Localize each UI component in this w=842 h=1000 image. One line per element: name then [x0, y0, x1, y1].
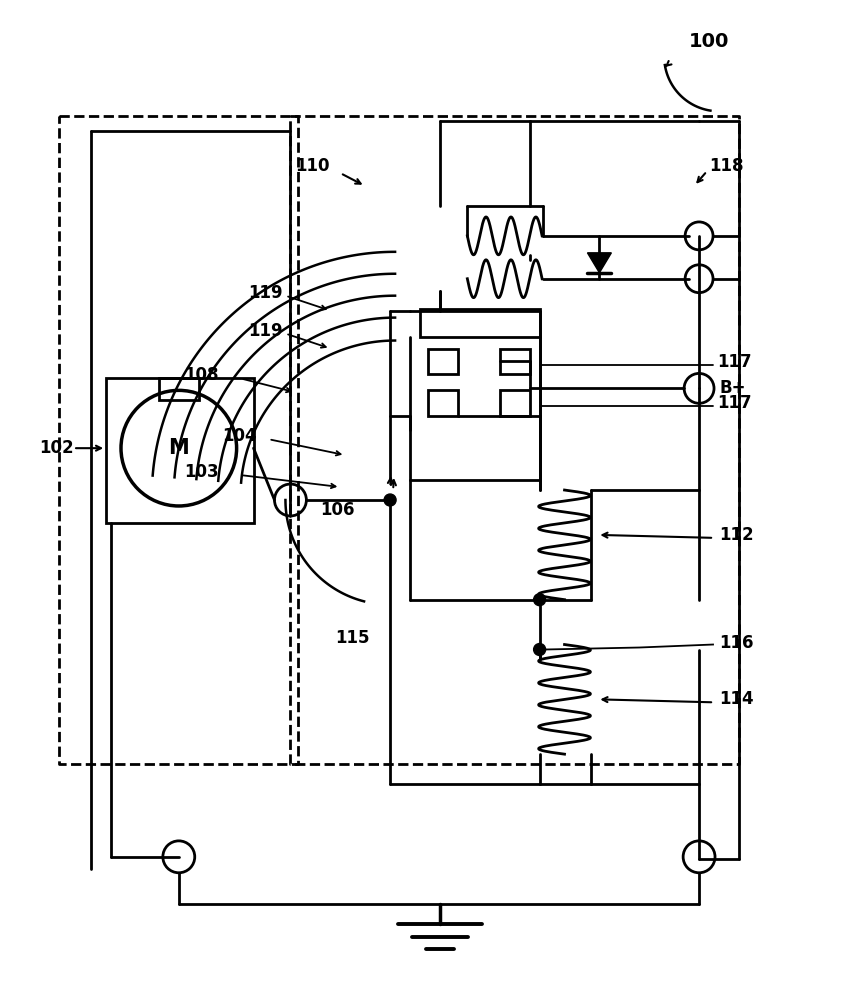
- Bar: [106, 378, 253, 523]
- Text: 106: 106: [320, 501, 354, 519]
- Text: 119: 119: [248, 322, 283, 340]
- Text: 116: 116: [719, 634, 754, 652]
- Polygon shape: [588, 253, 611, 273]
- Bar: [500, 390, 530, 416]
- Bar: [159, 378, 199, 400]
- Text: 110: 110: [296, 157, 330, 175]
- Text: 103: 103: [184, 463, 218, 481]
- Text: B+: B+: [719, 379, 745, 397]
- Circle shape: [534, 594, 546, 606]
- Circle shape: [384, 494, 396, 506]
- Text: 119: 119: [248, 284, 283, 302]
- Bar: [500, 349, 530, 374]
- Text: 112: 112: [719, 526, 754, 544]
- Bar: [428, 349, 458, 374]
- Circle shape: [534, 644, 546, 655]
- Text: 102: 102: [40, 439, 74, 457]
- Text: 114: 114: [719, 690, 754, 708]
- Text: 100: 100: [689, 32, 729, 51]
- Text: 117: 117: [717, 394, 752, 412]
- Text: M: M: [168, 438, 189, 458]
- Text: 115: 115: [335, 629, 370, 647]
- Text: 117: 117: [717, 353, 752, 371]
- Text: 118: 118: [709, 157, 743, 175]
- Bar: [428, 390, 458, 416]
- Text: 108: 108: [184, 366, 218, 384]
- Bar: [420, 309, 540, 337]
- Text: 104: 104: [222, 427, 258, 445]
